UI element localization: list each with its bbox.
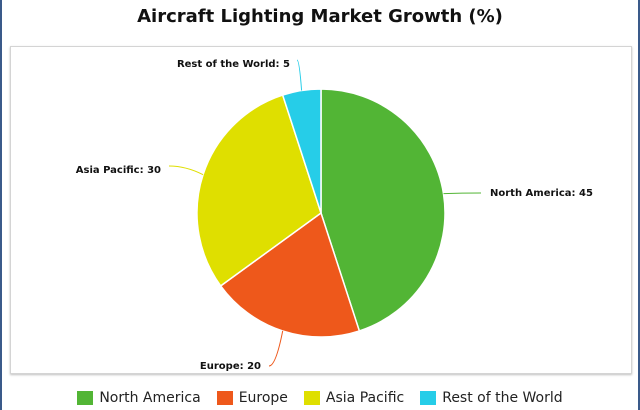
legend-label: Asia Pacific — [325, 390, 405, 406]
legend-label: Rest of the World — [442, 390, 563, 406]
legend-label: Europe — [238, 390, 288, 406]
connector-europe — [268, 330, 284, 367]
connector-asia-pacific — [168, 165, 204, 176]
data-label-rest-of-the-world: Rest of the World: 5 — [177, 59, 290, 70]
legend-item-asia-pacific[interactable]: Asia Pacific — [303, 390, 405, 406]
legend-item-europe[interactable]: Europe — [216, 390, 288, 406]
pie-slice-rest-of-the-world[interactable] — [281, 88, 322, 214]
pie-slice-europe[interactable] — [219, 211, 361, 338]
pie-slice-north-america[interactable] — [320, 88, 446, 332]
legend-item-rest-of-the-world[interactable]: Rest of the World — [420, 390, 563, 406]
data-label-north-america: North America: 45 — [490, 188, 593, 199]
legend: North America Europe Asia Pacific Rest of t… — [0, 388, 640, 408]
connector-north-america — [443, 192, 482, 195]
legend-swatch — [77, 391, 94, 405]
pie-chart: North America: 45 Europe: 20 Asia Pacific:… — [76, 59, 593, 372]
chart-title: Aircraft Lighting Market Growth (%) — [137, 6, 503, 27]
legend-swatch — [420, 391, 437, 405]
legend-swatch — [216, 391, 233, 405]
legend-item-north-america[interactable]: North America — [77, 390, 201, 406]
plot-area: North America: 45 Europe: 20 Asia Pacific:… — [10, 46, 632, 374]
right-edge-band — [638, 0, 640, 410]
data-label-asia-pacific: Asia Pacific: 30 — [76, 165, 161, 176]
legend-label: North America — [99, 390, 201, 406]
left-edge-band — [0, 0, 2, 410]
legend-swatch — [303, 391, 320, 405]
connector-rest-of-the-world — [296, 59, 303, 91]
data-label-europe: Europe: 20 — [200, 361, 261, 372]
